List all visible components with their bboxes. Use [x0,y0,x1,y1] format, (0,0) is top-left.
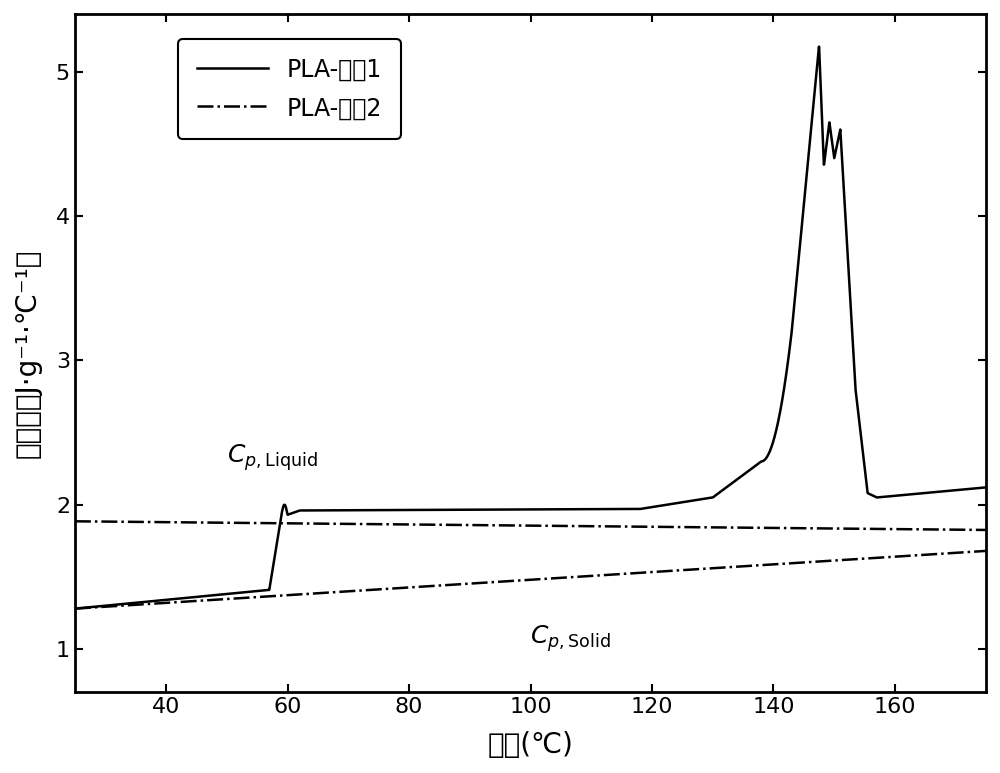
X-axis label: 温度(℃): 温度(℃) [488,731,573,759]
Text: $C_{p,\mathrm{Liquid}}$: $C_{p,\mathrm{Liquid}}$ [227,442,318,473]
PLA-实验1 [69,604,81,613]
Line: PLA-实验1: PLA-实验1 [75,46,986,608]
PLA-实验1 [980,482,992,492]
PLA-实验1 [818,158,830,168]
PLA-实验2 [615,522,627,531]
Legend: PLA-实验1, PLA-实验2: PLA-实验1, PLA-实验2 [178,39,401,139]
PLA-实验1 [615,505,627,514]
PLA-实验1 [234,588,246,598]
PLA-实验2 [417,520,429,530]
PLA-实验2 [69,516,81,526]
PLA-实验1 [661,500,673,509]
PLA-实验1 [417,506,429,515]
PLA-实验1 [813,42,825,51]
PLA-实验2 [749,523,761,533]
PLA-实验2 [818,524,830,533]
Y-axis label: 比热容（J·g⁻¹·℃⁻¹）: 比热容（J·g⁻¹·℃⁻¹） [14,248,42,458]
PLA-实验2 [234,518,246,527]
PLA-实验1 [749,461,761,471]
PLA-实验2 [980,526,992,535]
Line: PLA-实验2: PLA-实验2 [75,521,986,530]
Text: $C_{p,\mathrm{Solid}}$: $C_{p,\mathrm{Solid}}$ [530,623,611,654]
PLA-实验2 [661,523,673,532]
